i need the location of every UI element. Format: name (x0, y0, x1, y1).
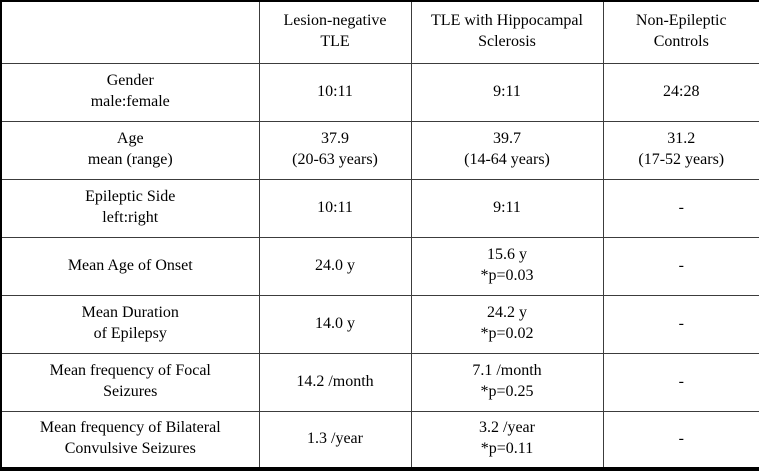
corner-cell (0, 0, 260, 64)
cell-gender-lesion-negative: 10:11 (258, 62, 412, 122)
table-row-age: Age mean (range) 37.9 (20-63 years) 39.7… (0, 120, 759, 180)
table-row-focal-seizures: Mean frequency of Focal Seizures 14.2 /m… (0, 352, 759, 412)
cell-bilateral-hippocampal-sclerosis: 3.2 /year *p=0.11 (410, 410, 604, 470)
cell-side-lesion-negative: 10:11 (258, 178, 412, 238)
column-header-lesion-negative-tle: Lesion-negative TLE (258, 0, 412, 64)
header-row: Lesion-negative TLE TLE with Hippocampal… (0, 0, 759, 64)
table-row-duration: Mean Duration of Epilepsy 14.0 y 24.2 y … (0, 294, 759, 354)
cell-focal-hippocampal-sclerosis: 7.1 /month *p=0.25 (410, 352, 604, 412)
cell-duration-lesion-negative: 14.0 y (258, 294, 412, 354)
cell-bilateral-lesion-negative: 1.3 /year (258, 410, 412, 470)
cell-onset-hippocampal-sclerosis: 15.6 y *p=0.03 (410, 236, 604, 296)
table-row-gender: Gender male:female 10:11 9:11 24:28 (0, 62, 759, 122)
cell-focal-controls: - (602, 352, 759, 412)
cell-age-hippocampal-sclerosis: 39.7 (14-64 years) (410, 120, 604, 180)
table-row-bilateral-convulsive-seizures: Mean frequency of Bilateral Convulsive S… (0, 410, 759, 470)
row-label-bilateral-convulsive-seizures: Mean frequency of Bilateral Convulsive S… (0, 410, 260, 470)
cell-focal-lesion-negative: 14.2 /month (258, 352, 412, 412)
row-label-gender: Gender male:female (0, 62, 260, 122)
column-header-non-epileptic-controls: Non-Epileptic Controls (602, 0, 759, 64)
row-label-age: Age mean (range) (0, 120, 260, 180)
table-row-epileptic-side: Epileptic Side left:right 10:11 9:11 - (0, 178, 759, 238)
table-row-age-of-onset: Mean Age of Onset 24.0 y 15.6 y *p=0.03 … (0, 236, 759, 296)
cell-onset-controls: - (602, 236, 759, 296)
row-label-age-of-onset: Mean Age of Onset (0, 236, 260, 296)
column-header-tle-hippocampal-sclerosis: TLE with Hippocampal Sclerosis (410, 0, 604, 64)
cell-age-lesion-negative: 37.9 (20-63 years) (258, 120, 412, 180)
row-label-focal-seizures: Mean frequency of Focal Seizures (0, 352, 260, 412)
cell-side-controls: - (602, 178, 759, 238)
cell-side-hippocampal-sclerosis: 9:11 (410, 178, 604, 238)
row-label-duration: Mean Duration of Epilepsy (0, 294, 260, 354)
cell-gender-hippocampal-sclerosis: 9:11 (410, 62, 604, 122)
cell-duration-controls: - (602, 294, 759, 354)
cell-age-controls: 31.2 (17-52 years) (602, 120, 759, 180)
cell-onset-lesion-negative: 24.0 y (258, 236, 412, 296)
cell-bilateral-controls: - (602, 410, 759, 470)
cell-gender-controls: 24:28 (602, 62, 759, 122)
cell-duration-hippocampal-sclerosis: 24.2 y *p=0.02 (410, 294, 604, 354)
row-label-epileptic-side: Epileptic Side left:right (0, 178, 260, 238)
